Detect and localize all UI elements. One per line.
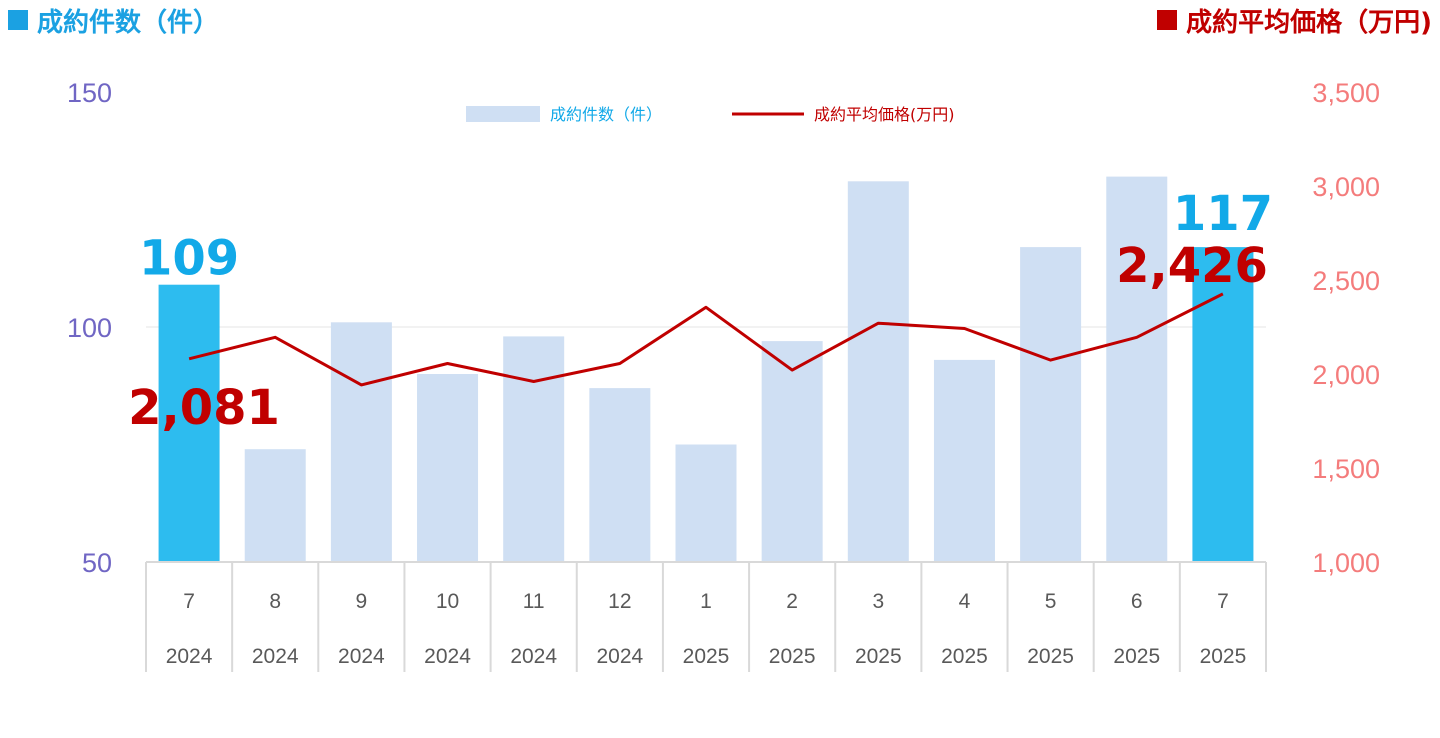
right-tick-label: 3,500 bbox=[1312, 78, 1380, 108]
month-tick-label: 1 bbox=[700, 590, 712, 613]
month-tick-label: 10 bbox=[436, 590, 459, 613]
year-tick-label: 2024 bbox=[338, 645, 385, 668]
bars bbox=[158, 176, 1254, 563]
count-data-label: 109 bbox=[139, 231, 239, 287]
legend-line-label: 成約平均価格(万円) bbox=[814, 105, 955, 124]
left-axis-title-text: 成約件数（件） bbox=[37, 8, 220, 38]
month-tick-label: 7 bbox=[1217, 590, 1229, 613]
year-tick-label: 2024 bbox=[510, 645, 557, 668]
legend: 成約件数（件） 成約平均価格(万円) bbox=[466, 105, 955, 124]
right-axis-title: 成約平均価格（万円) bbox=[1157, 2, 1432, 39]
year-tick-label: 2025 bbox=[683, 645, 730, 668]
left-tick-label: 50 bbox=[82, 548, 112, 578]
year-tick-label: 2024 bbox=[596, 645, 643, 668]
year-tick-label: 2025 bbox=[855, 645, 902, 668]
bar-highlight bbox=[1192, 247, 1254, 562]
year-tick-label: 2024 bbox=[424, 645, 471, 668]
month-tick-label: 9 bbox=[356, 590, 368, 613]
year-tick-label: 2024 bbox=[166, 645, 213, 668]
right-tick-label: 1,000 bbox=[1312, 548, 1380, 578]
count-data-label: 117 bbox=[1173, 186, 1273, 242]
left-axis: 150 100 50 bbox=[67, 78, 112, 578]
year-tick-label: 2025 bbox=[941, 645, 988, 668]
year-tick-label: 2025 bbox=[1113, 645, 1160, 668]
right-legend-square-icon bbox=[1157, 10, 1178, 30]
bar bbox=[675, 444, 737, 562]
right-tick-label: 1,500 bbox=[1312, 454, 1380, 484]
bar bbox=[244, 449, 306, 562]
bar bbox=[417, 374, 479, 562]
right-axis: 3,500 3,000 2,500 2,000 1,500 1,000 bbox=[1312, 78, 1380, 578]
bar bbox=[330, 322, 392, 562]
legend-bar-swatch bbox=[466, 106, 540, 122]
bar-highlight bbox=[158, 284, 220, 562]
right-tick-label: 2,500 bbox=[1312, 266, 1380, 296]
bar bbox=[503, 336, 565, 562]
month-tick-label: 2 bbox=[786, 590, 798, 613]
right-tick-label: 2,000 bbox=[1312, 360, 1380, 390]
month-tick-label: 8 bbox=[269, 590, 281, 613]
year-tick-label: 2025 bbox=[1027, 645, 1074, 668]
left-legend-square-icon bbox=[8, 10, 28, 30]
left-tick-label: 100 bbox=[67, 313, 112, 343]
month-tick-label: 6 bbox=[1131, 590, 1143, 613]
bar bbox=[1020, 247, 1082, 562]
bar bbox=[847, 181, 909, 563]
left-axis-title: 成約件数（件） bbox=[8, 2, 219, 39]
right-axis-title-text: 成約平均価格（万円) bbox=[1186, 8, 1432, 38]
right-tick-label: 3,000 bbox=[1312, 172, 1380, 202]
legend-bar-label: 成約件数（件） bbox=[550, 105, 662, 124]
bar bbox=[1106, 176, 1168, 562]
left-tick-label: 150 bbox=[67, 78, 112, 108]
price-data-label: 2,081 bbox=[128, 380, 280, 436]
month-tick-label: 11 bbox=[523, 590, 545, 613]
month-tick-label: 3 bbox=[872, 590, 884, 613]
month-tick-label: 7 bbox=[183, 590, 195, 613]
bar bbox=[589, 388, 651, 562]
year-tick-label: 2024 bbox=[252, 645, 299, 668]
price-data-label: 2,426 bbox=[1116, 238, 1268, 294]
year-tick-label: 2025 bbox=[1200, 645, 1247, 668]
data-labels: 109 117 2,081 2,426 bbox=[128, 186, 1273, 436]
bar bbox=[933, 359, 995, 562]
price-line bbox=[188, 292, 1224, 387]
month-tick-label: 5 bbox=[1045, 590, 1057, 613]
year-tick-label: 2025 bbox=[769, 645, 816, 668]
month-tick-label: 4 bbox=[959, 590, 971, 613]
bar bbox=[761, 341, 823, 562]
month-tick-label: 12 bbox=[608, 590, 631, 613]
price-line-path bbox=[188, 292, 1224, 387]
